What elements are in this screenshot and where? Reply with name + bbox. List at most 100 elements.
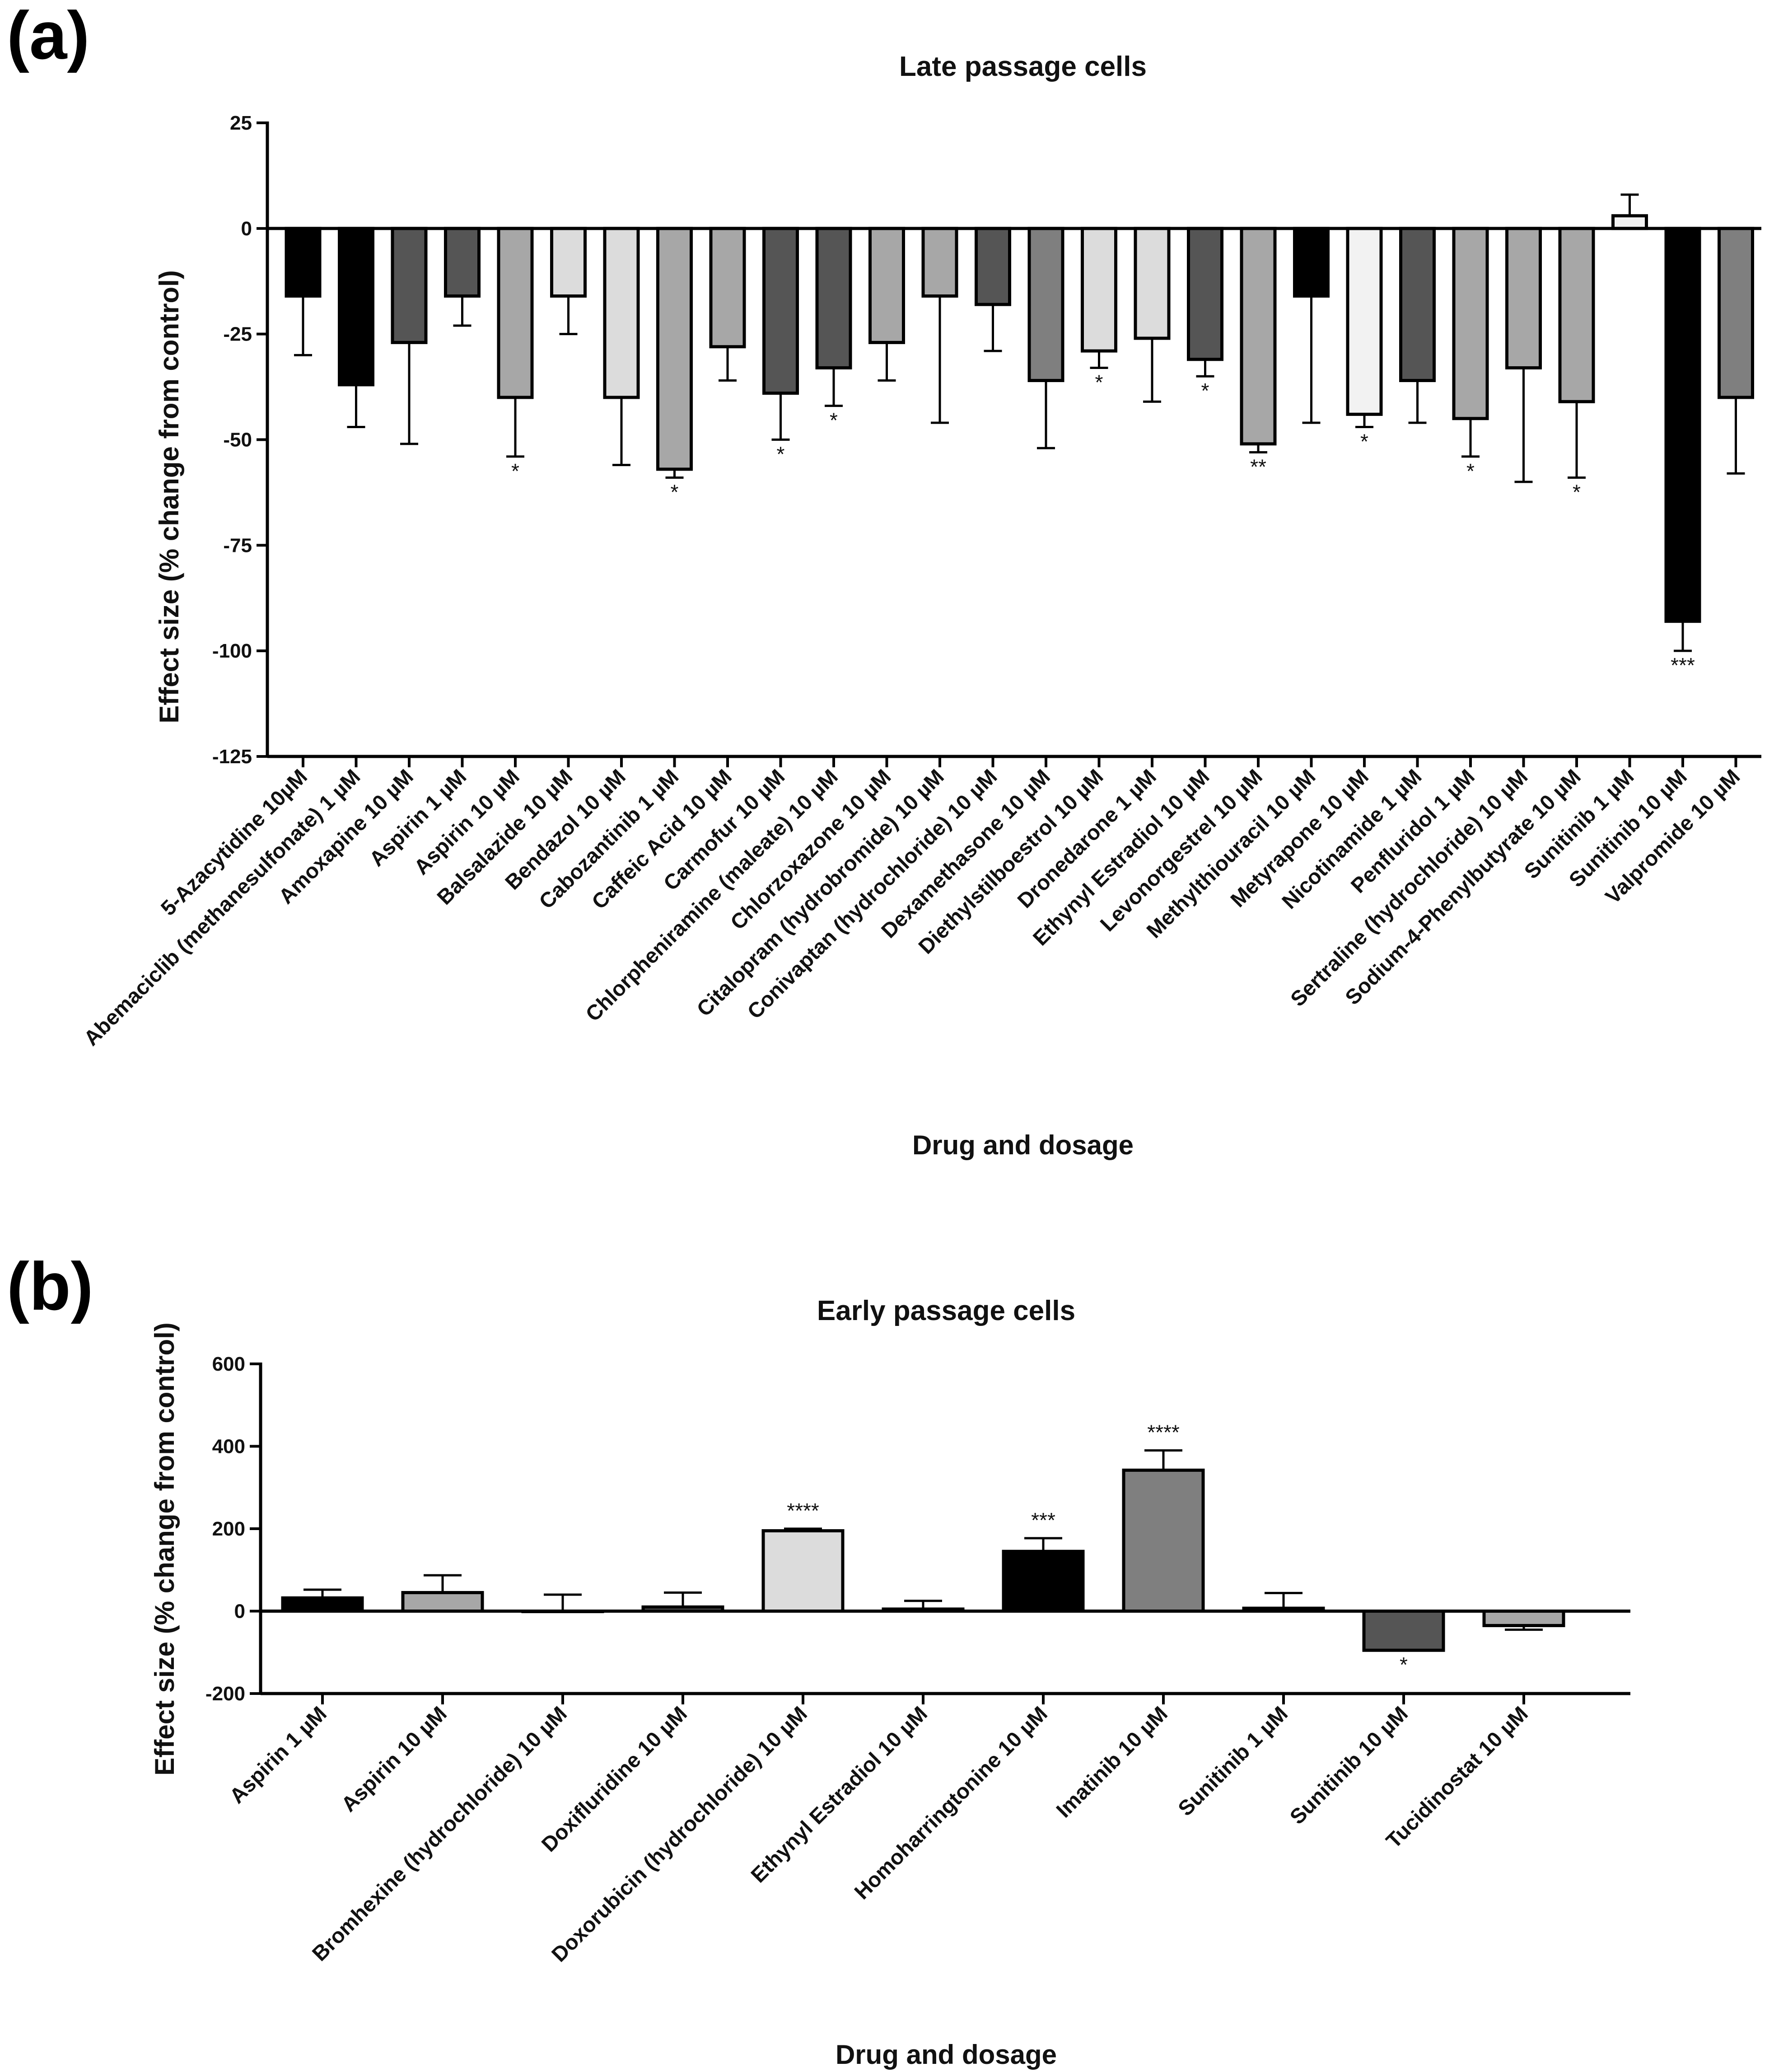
error-bar (771, 393, 790, 441)
error-bar (1265, 1591, 1302, 1609)
error-bar (400, 342, 418, 445)
panel-a-y-ticks: 25 0 -25 -50 -75 -100 -125 (212, 112, 267, 768)
a-y-tick-label: -100 (212, 640, 252, 662)
error-bar (664, 1591, 702, 1607)
significance-marker: * (1360, 429, 1368, 453)
a-y-tick-label: 0 (241, 218, 252, 240)
significance-marker: * (1573, 481, 1581, 504)
panel-b-bars: **** ******** (281, 1421, 1565, 1676)
a-y-tick-label: -125 (212, 746, 252, 768)
panel-b-label: (b) (7, 1248, 93, 1324)
error-bar (1302, 296, 1321, 424)
bar (401, 1591, 484, 1613)
error-bar (1727, 397, 1745, 475)
error-bar (1143, 338, 1161, 403)
bar (1122, 1468, 1205, 1613)
error-bar (1090, 351, 1108, 369)
bar (1505, 227, 1542, 369)
bar (391, 227, 428, 344)
significance-marker: **** (787, 1499, 819, 1522)
bar (1718, 227, 1754, 399)
significance-marker: * (1400, 1653, 1408, 1676)
error-bar (1037, 380, 1055, 449)
bar (975, 227, 1011, 306)
bar (1240, 227, 1277, 446)
a-y-tick-label: -75 (223, 534, 252, 556)
error-bar (1620, 193, 1639, 216)
bar (1362, 1610, 1445, 1652)
bar (1134, 227, 1171, 340)
error-bar (719, 346, 737, 382)
bar (338, 227, 374, 387)
error-bar (1514, 368, 1533, 483)
significance-marker: * (511, 459, 519, 483)
bar (1187, 227, 1223, 361)
bar (656, 227, 693, 471)
significance-marker: * (1095, 370, 1103, 394)
panel-b-axes (259, 1363, 1630, 1695)
bar (1664, 227, 1701, 623)
error-bar (453, 296, 472, 327)
bar (868, 227, 905, 344)
significance-marker: * (777, 443, 785, 466)
significance-marker: * (830, 409, 838, 432)
b-y-tick-label: 600 (212, 1353, 245, 1375)
significance-marker: **** (1147, 1421, 1180, 1444)
significance-marker: * (1201, 379, 1209, 402)
error-bar (612, 397, 630, 467)
bar (815, 227, 852, 369)
panel-b-x-axis-label: Drug and dosage (836, 2039, 1057, 2070)
b-y-tick-label: 0 (234, 1601, 245, 1623)
bar (761, 1529, 845, 1613)
bar (921, 227, 958, 298)
error-bar (878, 342, 896, 382)
error-bar (1674, 621, 1692, 652)
error-bar (506, 397, 524, 458)
error-bar (347, 384, 365, 428)
bar (550, 227, 587, 298)
bar (497, 227, 534, 399)
error-bar (1355, 414, 1373, 428)
significance-marker: * (671, 481, 679, 504)
bar (1346, 227, 1383, 416)
panel-a-title: Late passage cells (899, 51, 1147, 82)
bar (1482, 1610, 1565, 1627)
b-y-tick-label: 200 (212, 1518, 245, 1540)
error-bar (1196, 359, 1214, 378)
b-y-tick-label: -200 (205, 1683, 245, 1705)
significance-marker: * (1466, 459, 1475, 483)
error-bar (1024, 1537, 1062, 1552)
bar (762, 227, 799, 395)
error-bar (1144, 1449, 1182, 1470)
a-y-tick-label: 25 (230, 112, 252, 134)
bar (1399, 227, 1436, 383)
bar (1452, 227, 1489, 420)
error-bar (825, 368, 843, 407)
bar (1611, 214, 1648, 230)
error-bar (931, 296, 949, 424)
error-bar (294, 296, 312, 356)
error-bar (1408, 380, 1427, 424)
significance-marker: *** (1031, 1508, 1055, 1532)
panel-b-title: Early passage cells (817, 1295, 1075, 1326)
panel-a-x-axis-label: Drug and dosage (912, 1130, 1134, 1160)
error-bar (1461, 418, 1480, 458)
bar (1027, 227, 1064, 383)
significance-marker: ** (1250, 455, 1266, 479)
bar (444, 227, 481, 298)
a-y-tick-label: -50 (223, 429, 252, 451)
panel-b-y-ticks: 600 400 200 0 -200 (205, 1353, 261, 1705)
error-bar (544, 1593, 582, 1611)
bar (1081, 227, 1117, 353)
bar (1558, 227, 1595, 403)
bar (285, 227, 322, 298)
significance-marker: *** (1671, 653, 1695, 677)
bar (709, 227, 746, 349)
bar (281, 1596, 364, 1613)
a-y-tick-label: -25 (223, 323, 252, 345)
panel-a-label: (a) (7, 0, 89, 73)
panel-b-y-axis-label: Effect size (% change from control) (149, 1322, 180, 1775)
error-bar (1568, 401, 1586, 479)
